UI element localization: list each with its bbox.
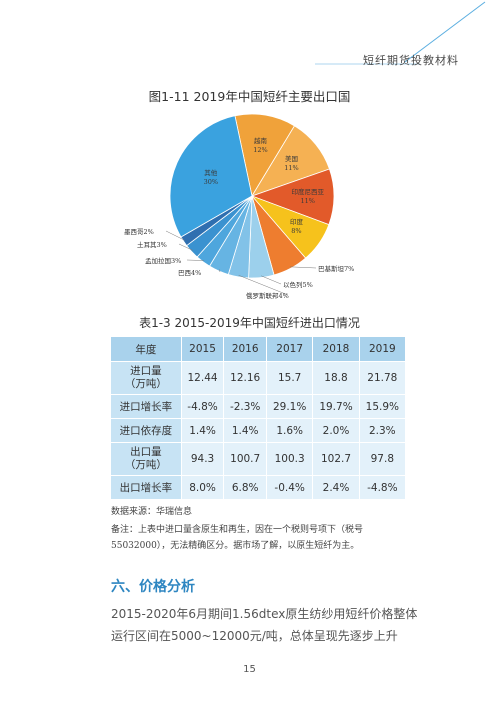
leader-line [178, 243, 193, 251]
table-cell: 6.8% [223, 475, 267, 500]
table-cell: 100.7 [223, 442, 267, 476]
leader-line [238, 275, 289, 296]
table-row: 进口依存度 1.4% 1.4% 1.6% 2.0% 2.3% [110, 418, 407, 443]
table-cell: -4.8% [358, 475, 407, 500]
table-cell: 1.6% [265, 418, 314, 443]
table-cell: 12.16 [223, 361, 267, 395]
table-cell: -4.8% [180, 394, 225, 419]
row-label: 出口增长率 [110, 475, 182, 500]
pie-outside-label: 巴基斯坦7% [318, 265, 355, 273]
header-cell: 2015 [180, 336, 225, 362]
table-cell: 18.8 [312, 361, 360, 395]
table-cell: 15.9% [358, 394, 407, 419]
row-label: 出口量 （万吨） [110, 442, 182, 476]
table-header-row: 年度 2015 2016 2017 2018 2019 [110, 336, 407, 362]
pie-label: 美国 11% [284, 155, 299, 172]
pie-slice-11 [169, 115, 253, 238]
pie-outside-label: 墨西哥2% [124, 228, 154, 236]
page-number: 15 [243, 664, 256, 675]
table-row: 进口增长率 -4.8% -2.3% 29.1% 19.7% 15.9% [110, 394, 407, 419]
table-row: 出口量 （万吨） 94.3 100.7 100.3 102.7 97.8 [110, 442, 407, 476]
pie-label: 印度尼西亚 11% [291, 187, 325, 205]
table-cell: 2.4% [312, 475, 360, 500]
leader-line [261, 275, 282, 285]
table-note: 备注：上表中进口量含原生和再生，因在一个税则号项下（税号55032000），无法… [111, 525, 364, 551]
table-title: 表1-3 2015-2019年中国短纤进出口情况 [139, 316, 360, 330]
row-label: 进口依存度 [110, 418, 182, 443]
table-cell: 15.7 [265, 361, 314, 395]
import-export-table: 年度 2015 2016 2017 2018 2019 进口量 （万吨） 12.4… [110, 336, 407, 500]
pie-outside-label: 巴西4% [178, 269, 202, 277]
table-row: 进口量 （万吨） 12.44 12.16 15.7 18.8 21.78 [110, 361, 407, 395]
table-row: 出口增长率 8.0% 6.8% -0.4% 2.4% -4.8% [110, 475, 407, 500]
pie-outside-label: 孟加拉国3% [145, 257, 182, 265]
running-header: 短纤期货投教材料 [363, 54, 459, 67]
pie-svg [165, 113, 335, 296]
table-cell: 12.44 [180, 361, 225, 395]
table-cell: 1.4% [180, 418, 225, 443]
pie-label: 印度 8% [289, 217, 303, 235]
header-cell: 2016 [223, 336, 267, 362]
table-cell: 97.8 [358, 442, 407, 476]
table-cell: 100.3 [265, 442, 314, 476]
header-decoration [315, 1, 486, 65]
pie-outside-label: 土耳其3% [137, 241, 167, 249]
pie-slice-0 [234, 113, 296, 198]
section-heading: 六、价格分析 [111, 579, 195, 595]
table-cell: -2.3% [223, 394, 267, 419]
table-cell: 2.3% [358, 418, 407, 443]
row-label: 进口增长率 [110, 394, 182, 419]
header-cell: 2017 [265, 336, 314, 362]
pie-outside-label: 以色列5% [283, 281, 313, 289]
row-label: 进口量 （万吨） [110, 361, 182, 395]
leader-line [219, 269, 221, 273]
body-paragraph: 2015-2020年6月期间1.56dtex原生纺纱用短纤价格整体运行区间在50… [111, 607, 418, 643]
table-cell: 102.7 [312, 442, 360, 476]
figure-title: 图1-11 2019年中国短纤主要出口国 [148, 89, 351, 104]
leader-line [186, 259, 205, 261]
table-cell: 8.0% [180, 475, 225, 500]
pie-label: 其他 30% [203, 168, 219, 186]
table-cell: 19.7% [312, 394, 360, 419]
data-source: 数据来源：华瑞信息 [111, 507, 193, 517]
table-cell: 29.1% [265, 394, 314, 419]
header-cell: 2018 [312, 336, 360, 362]
pie-outside-label: 俄罗斯联邦4% [246, 292, 289, 300]
table-cell: 1.4% [223, 418, 267, 443]
table-cell: 2.0% [312, 418, 360, 443]
table-cell: 21.78 [358, 361, 407, 395]
table-cell: -0.4% [265, 475, 314, 500]
pie-label: 越南 12% [253, 136, 268, 154]
table-cell: 94.3 [180, 442, 225, 476]
pie-chart: 越南 12% 美国 11% 印度尼西亚 11% 印度 8% 巴基斯坦7% 以色列5% 俄罗斯联邦4%… [0, 0, 499, 320]
leader-line [289, 266, 317, 269]
header-cell: 年度 [110, 336, 182, 362]
leader-line [165, 230, 186, 241]
header-cell: 2019 [358, 336, 407, 362]
